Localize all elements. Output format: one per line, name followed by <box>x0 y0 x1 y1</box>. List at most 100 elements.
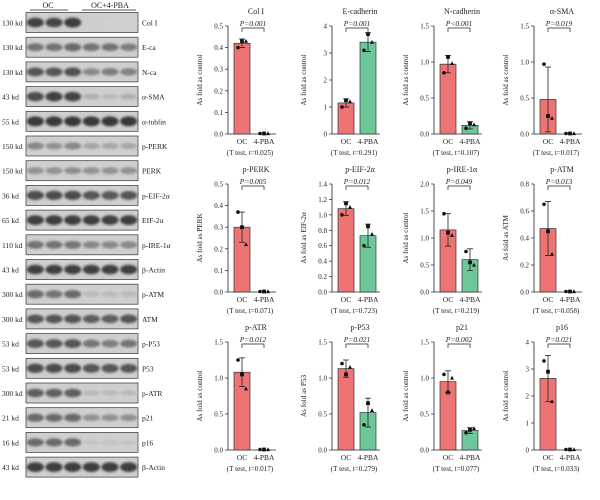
data-point <box>442 71 446 75</box>
y-axis-label: As fold as control <box>502 370 510 421</box>
x-tick-label: 4-PBA <box>254 453 275 462</box>
y-tick-label: 2 <box>526 393 530 401</box>
p-value-label: P=0.049 <box>445 177 473 186</box>
blot-band <box>82 68 100 76</box>
blot-band <box>45 314 63 324</box>
blot-band <box>64 190 82 201</box>
blot-protein-label: N-ca <box>142 68 157 77</box>
blot-row: 150 kd PERK <box>2 160 162 182</box>
blot-kd-label: 130 kd <box>2 68 23 77</box>
blot-band <box>26 91 44 102</box>
blot-band <box>101 43 119 52</box>
blot-band <box>101 20 119 25</box>
blot-strip <box>25 432 139 453</box>
chart-title: p-PERK <box>242 165 269 174</box>
data-point <box>348 204 352 209</box>
blot-band <box>26 413 44 422</box>
y-tick-label: 0.0 <box>318 289 327 297</box>
data-point <box>240 225 244 230</box>
data-point <box>442 211 446 216</box>
y-tick-label: 1.5 <box>318 339 327 347</box>
bar <box>359 41 377 135</box>
y-axis-label: As fold as control <box>402 212 410 263</box>
data-point <box>550 399 554 403</box>
blot-band <box>82 190 100 200</box>
blot-band <box>45 240 63 249</box>
blot-band <box>101 191 119 200</box>
blot-band <box>64 314 82 324</box>
y-axis-label: As fold as EIF-2α <box>300 212 308 264</box>
data-point <box>572 447 576 452</box>
blot-band <box>64 240 82 249</box>
blot-kd-label: 16 kd <box>2 438 19 447</box>
data-point <box>366 224 370 229</box>
p-value-label: P=0.021 <box>545 335 573 344</box>
x-tick-label: OC <box>341 453 351 462</box>
data-point <box>258 447 262 452</box>
blot-band <box>26 290 44 299</box>
p-value-label: P=0.013 <box>545 177 573 186</box>
y-tick-label: 0.3 <box>214 66 223 74</box>
y-tick-label: 1.4 <box>318 181 327 189</box>
blot-band <box>26 215 44 225</box>
significance-bracket <box>447 185 471 190</box>
data-point <box>550 252 554 256</box>
significance-bracket <box>345 343 369 348</box>
y-tick-label: 0.6 <box>520 208 529 216</box>
blot-band <box>45 363 63 373</box>
blot-band <box>64 116 82 127</box>
blot-band <box>64 43 82 52</box>
y-tick-label: 0.5 <box>214 23 223 31</box>
blot-row: 65 kd EIF-2α <box>2 209 163 231</box>
blot-band <box>82 167 100 175</box>
blot-band <box>101 264 119 275</box>
blot-band <box>120 462 138 472</box>
chart-title: E-cadherin <box>342 7 377 16</box>
y-tick-label: 1 <box>526 420 530 428</box>
blot-band <box>82 363 100 373</box>
blot-band <box>82 264 100 275</box>
data-point <box>244 38 248 43</box>
y-tick-label: 1 <box>324 104 328 112</box>
data-point <box>236 45 240 50</box>
blot-band <box>26 116 44 127</box>
data-point <box>564 131 568 136</box>
y-axis-label: As fold as ATM <box>502 215 510 261</box>
blot-strip <box>25 185 139 206</box>
data-point <box>550 115 554 120</box>
data-point <box>262 289 266 294</box>
blot-band <box>120 43 138 51</box>
data-point <box>572 289 576 294</box>
blot-band <box>82 462 100 472</box>
y-tick-label: 0.5 <box>318 411 327 419</box>
blot-row: 43 kd α-SMA <box>2 86 165 107</box>
y-axis-label: As fold as control <box>300 54 308 105</box>
y-axis-label: As fold as control <box>402 370 410 421</box>
data-point <box>236 210 240 214</box>
blot-band <box>101 291 119 297</box>
blot-band <box>64 215 82 225</box>
t-test-label: (T test, t=0.291) <box>331 149 378 157</box>
x-tick-label: 4-PBA <box>358 137 379 146</box>
blot-kd-label: 36 kd <box>2 191 19 200</box>
blot-protein-label: P53 <box>142 364 154 373</box>
blot-strip <box>25 209 139 231</box>
t-test-label: (T test, t=0.279) <box>331 465 378 473</box>
bar-chart: p-ATM As fold as ATM 0.0 0.2 0.4 0.6 0.8 OC 4-PB… <box>502 165 582 315</box>
data-point <box>266 289 270 294</box>
y-tick-label: 0.1 <box>214 267 223 275</box>
y-tick-label: 0.0 <box>420 289 429 297</box>
blot-kd-label: 53 kd <box>2 364 19 373</box>
data-point <box>340 213 344 217</box>
blot-band <box>101 215 119 225</box>
data-point <box>244 386 248 391</box>
significance-bracket <box>241 185 265 190</box>
y-tick-label: 1.5 <box>420 208 429 216</box>
p-value-label: P=0.001 <box>343 19 371 28</box>
blot-band <box>82 439 100 445</box>
bar-chart: p-ATR As fold as control 0.0 0.5 1.0 1.5 OC 4-P… <box>196 323 276 473</box>
blot-band <box>26 314 44 324</box>
bar <box>439 63 457 135</box>
bar-chart: p21 As fold as control 0.0 0.5 1.0 1.5 OC 4-PBA… <box>402 323 482 473</box>
y-tick-label: 0.5 <box>420 262 429 270</box>
